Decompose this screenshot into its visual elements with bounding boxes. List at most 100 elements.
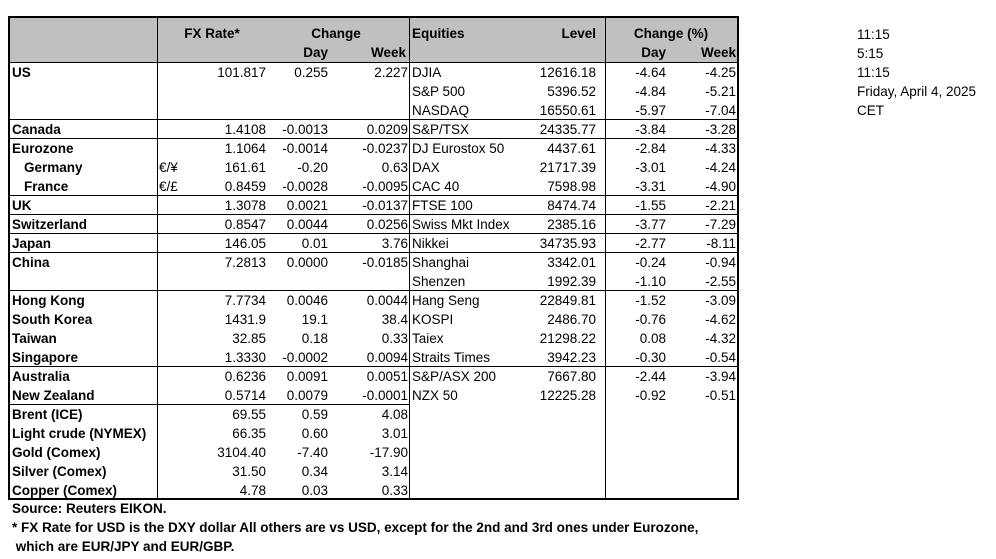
currency-pair: €/£ bbox=[159, 179, 178, 194]
row-label: Switzerland bbox=[12, 217, 88, 232]
fx-change-week: 38.4 bbox=[381, 312, 408, 327]
fx-rate-value: 1431.9 bbox=[224, 312, 266, 327]
row-label: Singapore bbox=[12, 350, 79, 365]
row-label: Germany bbox=[24, 160, 83, 175]
fx-rate-value: 32.85 bbox=[232, 331, 266, 346]
row-label: UK bbox=[12, 198, 32, 213]
market-table: FX Rate* Change Day Week Equities Level … bbox=[8, 16, 739, 500]
equity-level: 2385.16 bbox=[547, 217, 596, 232]
group-divider bbox=[10, 195, 737, 196]
group-divider bbox=[10, 138, 737, 139]
equity-index-name bbox=[412, 443, 532, 462]
equity-index-name: Straits Times bbox=[412, 350, 491, 365]
equity-index-name: Nikkei bbox=[412, 236, 449, 251]
equity-change-day: -1.55 bbox=[635, 198, 666, 213]
fx-change-week: 0.0209 bbox=[366, 122, 408, 137]
equity-level: 21298.22 bbox=[539, 331, 596, 346]
fx-change-day: 0.0046 bbox=[286, 293, 328, 308]
fx-rate-value: 161.61 bbox=[224, 160, 266, 175]
row-label: Australia bbox=[12, 369, 70, 384]
group-divider bbox=[10, 214, 737, 215]
equity-change-week: -4.32 bbox=[705, 331, 736, 346]
equity-change-week: -4.62 bbox=[705, 312, 736, 327]
fx-change-day: 0.60 bbox=[301, 426, 328, 441]
row-label: Copper (Comex) bbox=[12, 483, 118, 498]
equity-change-week: -7.04 bbox=[705, 103, 736, 118]
group-divider bbox=[10, 290, 737, 291]
equity-change-day bbox=[610, 443, 666, 462]
fx-rate-value bbox=[190, 272, 266, 291]
fx-change-day: -7.40 bbox=[297, 445, 328, 460]
equity-index-name bbox=[412, 462, 532, 481]
row-label bbox=[12, 272, 162, 291]
fx-rate-value: 1.3330 bbox=[224, 350, 266, 365]
fx-rate-value: 3104.40 bbox=[217, 445, 266, 460]
equity-change-day: -5.97 bbox=[635, 103, 666, 118]
fx-change-week: 3.14 bbox=[381, 464, 408, 479]
equity-index-name: CAC 40 bbox=[412, 179, 460, 194]
equity-change-day: -0.76 bbox=[635, 312, 666, 327]
equity-index-name: S&P/TSX bbox=[412, 122, 470, 137]
equity-change-week: -4.90 bbox=[705, 179, 736, 194]
header-change: Change bbox=[311, 26, 361, 41]
column-divider bbox=[157, 18, 158, 498]
fx-change-day: 0.03 bbox=[301, 483, 328, 498]
equity-change-day: -0.92 bbox=[635, 388, 666, 403]
fx-change-week: -0.0137 bbox=[362, 198, 408, 213]
fx-change-week: 3.01 bbox=[381, 426, 408, 441]
row-label: Light crude (NYMEX) bbox=[12, 426, 147, 441]
row-label: Brent (ICE) bbox=[12, 407, 83, 422]
equity-level bbox=[520, 424, 596, 443]
row-label: Taiwan bbox=[12, 331, 57, 346]
equity-change-day: -3.31 bbox=[635, 179, 666, 194]
equity-level: 12225.28 bbox=[539, 388, 596, 403]
row-label: China bbox=[12, 255, 50, 270]
equity-level: 2486.70 bbox=[547, 312, 596, 327]
equity-change-week: -5.21 bbox=[705, 84, 736, 99]
row-label: Silver (Comex) bbox=[12, 464, 107, 479]
fx-rate-value: 7.2813 bbox=[224, 255, 266, 270]
fx-rate-value: 0.8459 bbox=[224, 179, 266, 194]
fx-rate-value: 66.35 bbox=[232, 426, 266, 441]
equity-index-name bbox=[412, 481, 532, 500]
fx-rate-value: 7.7734 bbox=[224, 293, 266, 308]
row-label: New Zealand bbox=[12, 388, 95, 403]
fx-change-week: 0.0051 bbox=[366, 369, 408, 384]
equity-index-name: Swiss Mkt Index bbox=[412, 217, 510, 232]
equity-index-name bbox=[412, 424, 532, 443]
column-divider bbox=[409, 18, 410, 498]
side-timestamp: Friday, April 4, 2025 bbox=[857, 84, 977, 99]
equity-index-name bbox=[412, 405, 532, 424]
fx-change-week bbox=[340, 82, 408, 101]
table-header-background bbox=[10, 18, 737, 62]
equity-change-week bbox=[670, 481, 736, 500]
fx-rate-value: 1.4108 bbox=[224, 122, 266, 137]
side-timestamp: 11:15 bbox=[857, 65, 890, 80]
fx-rate-value: 1.3078 bbox=[224, 198, 266, 213]
equity-change-week: -2.21 bbox=[705, 198, 736, 213]
equity-level: 4437.61 bbox=[547, 141, 596, 156]
header-change-day: Day bbox=[303, 45, 328, 60]
group-divider bbox=[10, 252, 737, 253]
equity-change-week: -4.33 bbox=[705, 141, 736, 156]
equity-index-name: FTSE 100 bbox=[412, 198, 473, 213]
row-label: Japan bbox=[12, 236, 52, 251]
equity-change-week: -3.28 bbox=[705, 122, 736, 137]
row-label: France bbox=[24, 179, 69, 194]
fx-change-day: 0.01 bbox=[301, 236, 328, 251]
equity-change-day: 0.08 bbox=[639, 331, 666, 346]
equity-level: 5396.52 bbox=[547, 84, 596, 99]
equity-index-name: DJ Eurostox 50 bbox=[412, 141, 505, 156]
fx-change-week: 0.0256 bbox=[366, 217, 408, 232]
fx-change-day: 0.255 bbox=[294, 65, 328, 80]
equity-change-day: -1.52 bbox=[635, 293, 666, 308]
equity-change-week bbox=[670, 424, 736, 443]
equity-change-week: -7.29 bbox=[705, 217, 736, 232]
fx-change-day bbox=[268, 272, 328, 291]
fx-rate-value: 69.55 bbox=[232, 407, 266, 422]
equity-index-name: NZX 50 bbox=[412, 388, 458, 403]
header-eq-week: Week bbox=[700, 45, 736, 60]
fx-rate-value bbox=[190, 82, 266, 101]
equity-level bbox=[520, 462, 596, 481]
fx-change-week: 0.33 bbox=[381, 331, 408, 346]
